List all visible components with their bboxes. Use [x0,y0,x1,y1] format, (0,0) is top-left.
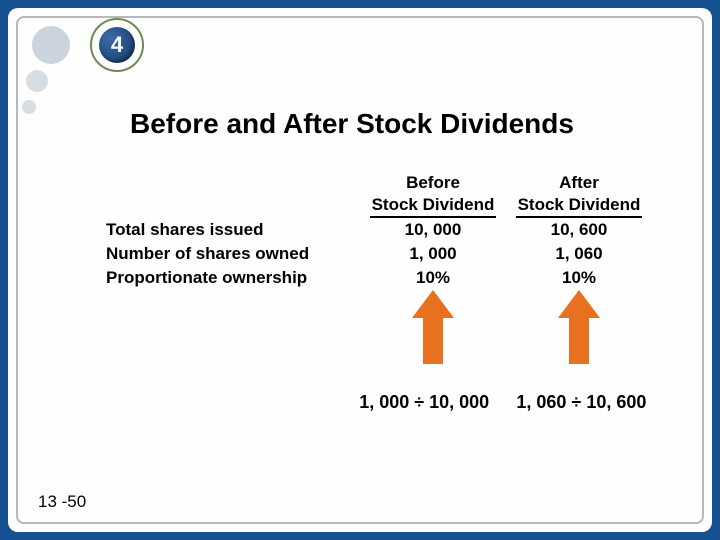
chapter-badge: 4 [90,18,150,78]
row-label: Total shares issued [100,220,360,240]
row-before-value: 10% [360,268,506,288]
row-after-value: 10% [506,268,652,288]
table-row: Total shares issued 10, 000 10, 600 [100,218,660,242]
slide-title: Before and After Stock Dividends [130,108,574,140]
decor-dot [26,70,48,92]
arrow-row [100,290,660,364]
row-before-value: 1, 000 [360,244,506,264]
table-row: Proportionate ownership 10% 10% [100,266,660,290]
decor-dot [22,100,36,114]
row-label: Number of shares owned [100,244,360,264]
row-after-value: 10, 600 [506,220,652,240]
table-row: Number of shares owned 1, 000 1, 060 [100,242,660,266]
row-label: Proportionate ownership [100,268,360,288]
arrow-stem [423,317,443,364]
arrow-head [558,290,600,318]
header-after-top: After [559,173,599,192]
header-after-bottom: Stock Dividend [516,195,643,218]
calc-after: 1, 060 ÷ 10, 600 [503,392,660,413]
arrow-head [412,290,454,318]
calculation-row: 1, 000 ÷ 10, 000 1, 060 ÷ 10, 600 [100,392,660,413]
row-after-value: 1, 060 [506,244,652,264]
row-before-value: 10, 000 [360,220,506,240]
decor-dot [32,26,70,64]
header-before-bottom: Stock Dividend [370,195,497,218]
calc-before: 1, 000 ÷ 10, 000 [346,392,503,413]
up-arrow-icon [412,290,454,364]
badge-number: 4 [99,27,135,63]
page-number: 13 -50 [38,492,86,512]
header-before-top: Before [406,173,460,192]
arrow-stem [569,317,589,364]
up-arrow-icon [558,290,600,364]
dividend-table: Before After Stock Dividend Stock Divide… [100,172,660,290]
